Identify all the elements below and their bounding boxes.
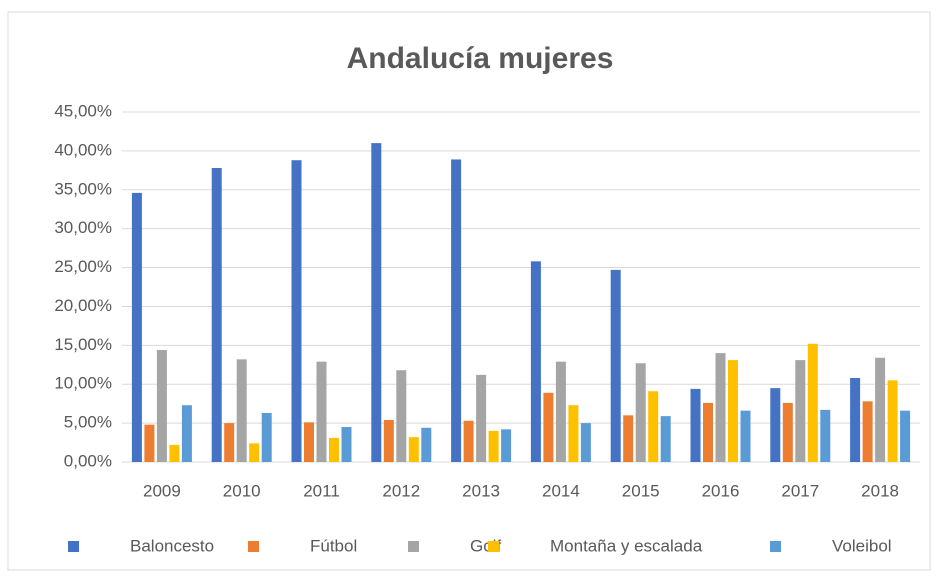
legend-label: Voleibol: [832, 536, 892, 555]
bar: [543, 392, 554, 462]
x-tick-label: 2018: [861, 481, 899, 500]
y-tick-label: 5,00%: [64, 413, 112, 432]
legend-swatch: [770, 541, 781, 552]
bar: [211, 168, 222, 462]
y-tick-label: 40,00%: [54, 140, 112, 159]
bar: [648, 391, 659, 462]
bar: [341, 427, 352, 462]
bar: [488, 430, 499, 462]
y-tick-label: 10,00%: [54, 374, 112, 393]
y-tick-label: 15,00%: [54, 335, 112, 354]
legend-swatch: [488, 541, 499, 552]
bar: [236, 359, 247, 462]
bar: [740, 410, 751, 462]
x-tick-label: 2012: [382, 481, 420, 500]
bar: [249, 443, 260, 462]
y-tick-label: 35,00%: [54, 179, 112, 198]
bar: [555, 361, 566, 462]
bar: [451, 159, 462, 462]
y-tick-label: 25,00%: [54, 257, 112, 276]
bar: [396, 370, 407, 462]
bar: [862, 401, 873, 462]
bar: [807, 343, 818, 462]
chart-border: [7, 11, 931, 571]
bar: [610, 269, 621, 462]
bar: [144, 424, 155, 462]
x-tick-label: 2015: [622, 481, 660, 500]
bar: [501, 429, 512, 462]
bar: [580, 423, 591, 462]
bar: [304, 422, 314, 462]
bar: [850, 378, 861, 462]
x-tick-label: 2014: [542, 481, 580, 500]
bar: [224, 423, 235, 462]
bar: [728, 360, 738, 462]
bar: [703, 402, 713, 462]
x-tick-label: 2017: [781, 481, 819, 500]
bar: [568, 405, 579, 462]
bar: [261, 413, 272, 462]
y-tick-label: 0,00%: [64, 451, 112, 470]
bar: [169, 444, 180, 462]
bar: [623, 415, 634, 462]
bar: [530, 261, 541, 462]
bar: [421, 427, 432, 462]
bar: [383, 420, 394, 462]
bar: [875, 357, 886, 462]
bar: [715, 353, 726, 462]
legend-swatch: [408, 541, 419, 552]
legend-label: Baloncesto: [130, 536, 214, 555]
y-tick-label: 20,00%: [54, 296, 112, 315]
chart-title: Andalucía mujeres: [347, 42, 614, 75]
bar: [660, 416, 671, 462]
bar: [463, 420, 474, 462]
bar: [408, 437, 419, 462]
bar: [820, 409, 831, 462]
legend-label: Montaña y escalada: [550, 536, 703, 555]
bar: [476, 374, 487, 462]
bar: [900, 410, 911, 462]
bar: [316, 361, 327, 462]
bar: [782, 402, 793, 462]
bar: [887, 380, 898, 462]
legend-swatch: [248, 541, 259, 552]
x-tick-label: 2013: [462, 481, 500, 500]
legend-swatch: [68, 541, 79, 552]
bar: [690, 388, 701, 462]
y-tick-label: 30,00%: [54, 218, 112, 237]
bar: [131, 192, 142, 462]
x-tick-label: 2010: [223, 481, 261, 500]
bar: [371, 143, 382, 462]
bar: [329, 437, 339, 462]
bar: [156, 350, 167, 462]
x-tick-label: 2011: [303, 481, 340, 500]
bar: [795, 360, 806, 462]
bar: [181, 405, 192, 462]
y-tick-label: 45,00%: [54, 101, 112, 120]
bar: [635, 363, 646, 462]
x-tick-label: 2016: [702, 481, 740, 500]
legend-label: Fútbol: [310, 536, 357, 555]
bar: [770, 388, 781, 462]
bar: [291, 160, 302, 462]
x-tick-label: 2009: [143, 481, 181, 500]
